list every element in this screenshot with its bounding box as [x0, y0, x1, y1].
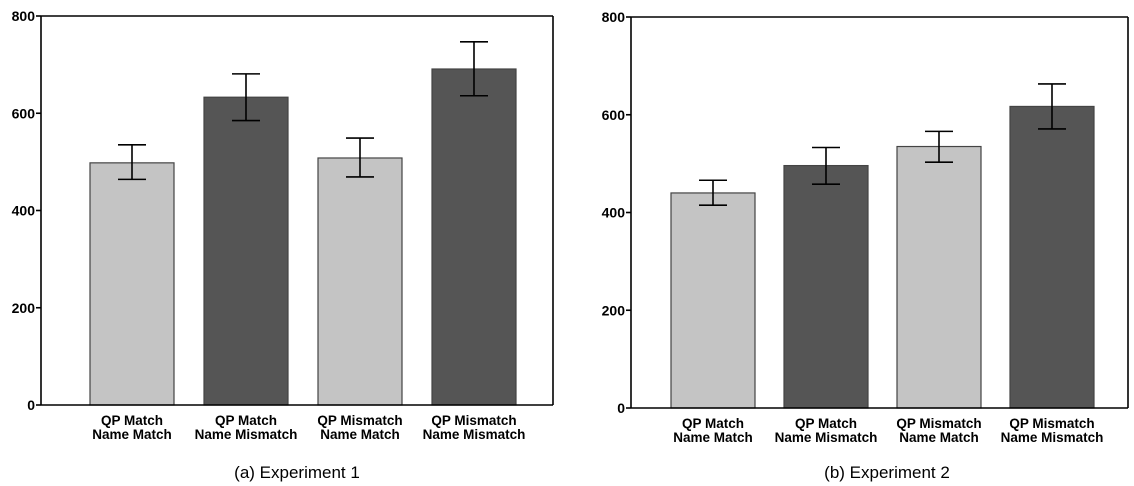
y-tick-label: 600 [12, 105, 36, 121]
x-category-label: QP Match [215, 413, 277, 428]
bar-1 [670, 192, 756, 409]
x-category-label: Name Mismatch [423, 427, 526, 442]
bar-4 [1009, 105, 1095, 409]
error-bar-2 [232, 73, 260, 122]
bar-4 [431, 68, 517, 406]
bar-2 [203, 96, 289, 406]
x-category-label: Name Match [673, 430, 753, 445]
x-category-label: QP Match [101, 413, 163, 428]
bar-1 [89, 162, 175, 406]
x-category-label: QP Mismatch [317, 413, 402, 428]
x-category-label: Name Mismatch [195, 427, 298, 442]
y-tick-label: 800 [602, 9, 626, 25]
x-category-label: Name Mismatch [1001, 430, 1104, 445]
x-category-label: QP Mismatch [1009, 416, 1094, 431]
y-tick-label: 200 [12, 300, 36, 316]
error-bar-2 [812, 146, 840, 185]
y-tick-label: 0 [617, 400, 625, 416]
panel-caption: (b) Experiment 2 [824, 463, 950, 482]
x-category-label: QP Mismatch [896, 416, 981, 431]
x-category-label: QP Mismatch [431, 413, 516, 428]
y-tick-label: 0 [27, 397, 35, 413]
y-tick-label: 200 [602, 302, 626, 318]
x-category-label: Name Match [899, 430, 979, 445]
error-bar-3 [925, 130, 953, 163]
x-category-label: QP Match [682, 416, 744, 431]
panel-caption: (a) Experiment 1 [234, 463, 360, 482]
x-category-label: Name Match [92, 427, 172, 442]
bar-3 [896, 145, 982, 409]
y-tick-label: 400 [12, 203, 36, 219]
bar-3 [317, 157, 403, 406]
x-category-label: QP Match [795, 416, 857, 431]
error-bar-1 [699, 179, 727, 206]
bar-2 [783, 164, 869, 409]
y-tick-label: 600 [602, 107, 626, 123]
y-tick-label: 400 [602, 205, 626, 221]
error-bar-3 [346, 137, 374, 178]
error-bar-4 [1038, 83, 1066, 130]
error-bar-4 [460, 40, 488, 97]
x-category-label: Name Match [320, 427, 400, 442]
y-tick-label: 800 [12, 8, 36, 24]
x-category-label: Name Mismatch [775, 430, 878, 445]
error-bar-1 [118, 144, 146, 181]
